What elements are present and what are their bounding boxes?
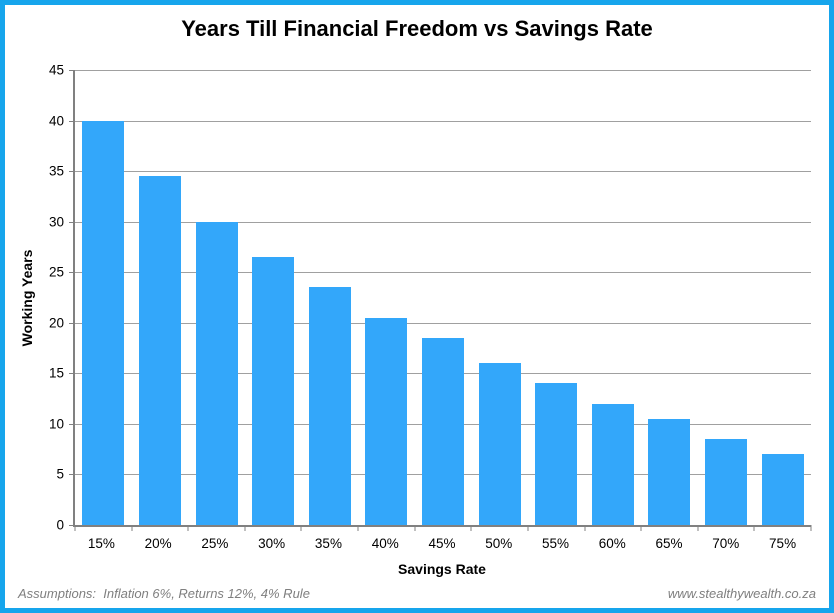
bar-slot [301, 70, 358, 525]
bar-slot [132, 70, 189, 525]
x-axis-tick-labels: 15% 20% 25% 30% 35% 40% 45% 50% 55% 60% 65% 70% 75% [73, 536, 811, 551]
bar-75% [761, 454, 804, 525]
x-axis-tick-label: 75% [769, 536, 797, 551]
x-axis-tick [697, 525, 699, 531]
x-axis-tick [640, 525, 642, 531]
gridline [75, 272, 811, 274]
plot-area: 0 5 10 15 20 25 30 35 40 45 [49, 63, 812, 533]
y-axis-tick [69, 171, 75, 173]
bar-70% [705, 439, 747, 525]
bar-slot [245, 70, 302, 525]
y-axis-tick [69, 221, 75, 223]
bar-slot [641, 70, 698, 525]
bar-25% [195, 221, 238, 525]
y-axis-tick [69, 373, 75, 375]
bar-slot [584, 70, 641, 525]
x-axis-tick-label: 50% [485, 536, 513, 551]
bar-45% [421, 337, 464, 525]
y-axis-tick [69, 322, 75, 324]
x-axis-tick-label: 30% [258, 536, 286, 551]
x-axis-tick [753, 525, 755, 531]
x-axis-tick [131, 525, 133, 531]
y-axis-tick [69, 120, 75, 122]
y-axis-tick-label: 30 [48, 214, 64, 230]
bar-60% [591, 403, 634, 525]
x-axis-tick [300, 525, 302, 531]
gridline [75, 171, 811, 173]
y-axis-tick [69, 474, 75, 476]
x-axis-tick-label: 35% [314, 536, 342, 551]
x-axis-tick [470, 525, 472, 531]
x-axis-tick-label: 25% [201, 536, 229, 551]
bar-slot [188, 70, 245, 525]
bar-50% [478, 363, 521, 525]
x-axis-tick [527, 525, 529, 531]
bar-slot [754, 70, 811, 525]
bar-slot [415, 70, 472, 525]
bar-15% [82, 120, 125, 525]
y-axis-tick-label: 25 [48, 264, 64, 280]
y-axis-tick-label: 0 [56, 517, 64, 533]
y-axis-tick [69, 423, 75, 425]
x-axis-tick [244, 525, 246, 531]
x-axis-tick [74, 525, 76, 531]
chart-title: Years Till Financial Freedom vs Savings … [181, 16, 653, 41]
bar-55% [535, 383, 578, 525]
bar-40% [365, 317, 408, 525]
y-axis-tick [69, 272, 75, 274]
x-axis-tick-label: 45% [428, 536, 456, 551]
y-axis-tick-label: 10 [48, 416, 64, 432]
bar-slot [471, 70, 528, 525]
gridline [75, 322, 811, 324]
x-axis-tick-label: 55% [541, 536, 570, 551]
x-axis-tick [810, 525, 812, 531]
bar-slot [75, 70, 132, 525]
x-axis-tick-label: 65% [655, 536, 683, 551]
y-axis-tick-label: 45 [48, 62, 64, 78]
y-axis-tick-label: 5 [56, 466, 64, 482]
website-credit: www.stealthywealth.co.za [667, 586, 816, 601]
x-axis-tick [584, 525, 586, 531]
x-axis-tick-label: 20% [144, 536, 172, 551]
y-axis-tick-label: 15 [48, 365, 64, 381]
bar-35% [308, 287, 351, 525]
bar-slot [698, 70, 755, 525]
x-axis-tick-label: 40% [371, 536, 399, 551]
bar-series [75, 70, 811, 525]
bar-slot [358, 70, 415, 525]
bar-slot [528, 70, 585, 525]
y-axis-tick-label: 35 [48, 163, 64, 179]
y-axis-tick-label: 20 [48, 315, 64, 331]
x-axis-tick-label: 15% [87, 536, 115, 551]
x-axis-tick [357, 525, 359, 531]
y-axis-tick-label: 40 [48, 113, 64, 129]
assumptions-note: Assumptions: Inflation 6%, Returns 12%, … [18, 586, 310, 601]
gridline [75, 221, 811, 223]
gridline [75, 70, 811, 71]
x-axis-tick-label: 70% [712, 536, 740, 551]
x-axis-title: Savings Rate [398, 561, 486, 577]
y-axis-tick [69, 525, 75, 526]
x-axis-tick [187, 525, 189, 531]
x-axis-tick-label: 60% [598, 536, 626, 551]
bar-20% [138, 176, 181, 525]
bar-30% [252, 257, 295, 525]
bar-65% [648, 418, 691, 525]
y-axis-tick [69, 70, 75, 71]
x-axis-tick [414, 525, 416, 531]
gridline [75, 120, 811, 122]
y-axis-title: Working Years [19, 249, 35, 347]
